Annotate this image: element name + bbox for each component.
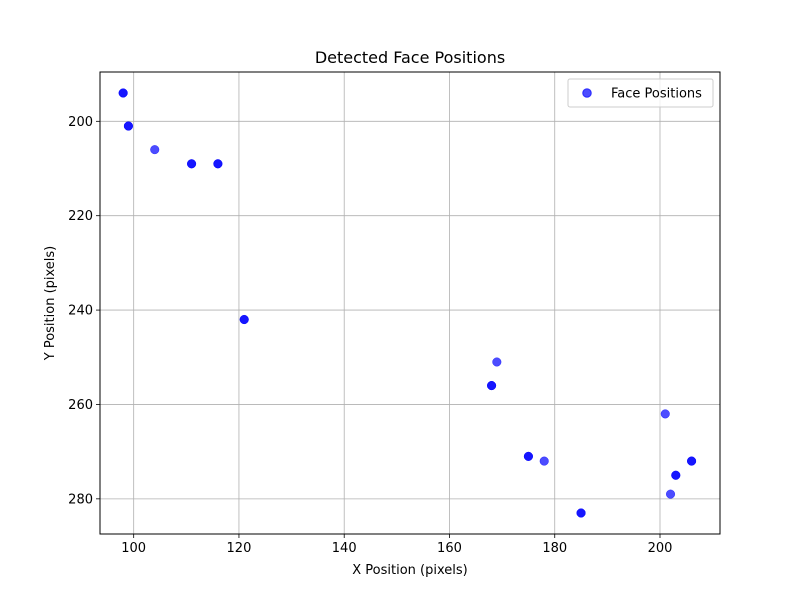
y-tick-label: 220 — [68, 209, 93, 224]
x-tick-label: 200 — [648, 541, 673, 556]
y-tick-label: 280 — [68, 492, 93, 507]
data-point — [487, 381, 497, 391]
plot-frame — [99, 71, 721, 535]
x-axis-label: X Position (pixels) — [352, 563, 467, 578]
data-point — [576, 508, 586, 518]
x-tick-label: 140 — [332, 541, 357, 556]
legend: Face Positions — [567, 78, 714, 108]
data-point — [539, 456, 549, 466]
data-point — [665, 489, 676, 499]
ticks-layer: 100 120 140 160 180 200 200 220 240 260 280 — [68, 115, 672, 556]
data-point — [687, 456, 697, 466]
y-tick-label: 260 — [68, 398, 93, 413]
legend-box — [567, 78, 714, 108]
legend-marker — [582, 88, 592, 98]
x-tick-label: 160 — [437, 541, 462, 556]
data-point — [118, 88, 128, 98]
grid-layer — [100, 72, 720, 534]
data-point — [213, 159, 223, 169]
points-layer — [118, 88, 697, 518]
y-tick-label: 200 — [68, 115, 93, 130]
data-point — [123, 121, 133, 131]
data-point — [150, 145, 160, 155]
data-point — [187, 159, 197, 169]
data-point — [671, 470, 681, 480]
data-point — [239, 314, 249, 325]
y-tick-label: 240 — [68, 304, 93, 319]
data-point — [523, 451, 533, 461]
x-tick-label: 100 — [121, 541, 146, 556]
x-tick-label: 120 — [227, 541, 252, 556]
legend-label: Face Positions — [611, 87, 702, 102]
data-point — [492, 357, 502, 367]
x-tick-label: 180 — [542, 541, 567, 556]
data-point — [660, 409, 670, 419]
y-axis-label: Y Position (pixels) — [43, 246, 58, 362]
chart-title: Detected Face Positions — [315, 48, 505, 67]
